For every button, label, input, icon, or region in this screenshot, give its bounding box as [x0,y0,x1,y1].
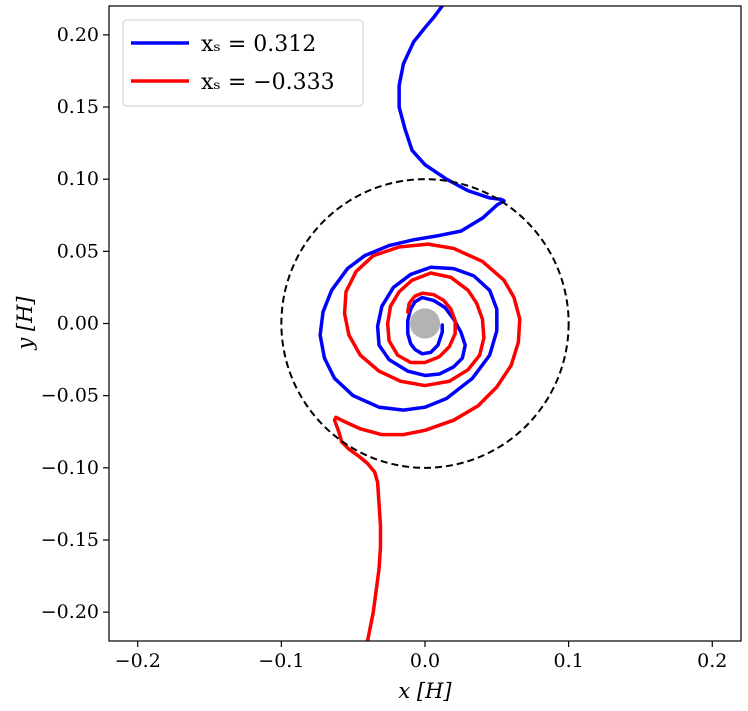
y-tick-label: −0.05 [41,385,99,407]
legend: xₛ = 0.312 xₛ = −0.333 [122,19,364,107]
y-axis: 0.20 0.15 0.10 0.05 0.00 −0.05 −0.10 −0.15 −0.20 [41,24,109,623]
plot-content [280,6,570,641]
reference-circle [280,178,570,469]
legend-label-2: xₛ = −0.333 [201,70,335,95]
y-tick-label: −0.10 [41,457,99,479]
y-tick-label: 0.15 [57,96,99,118]
x-tick-label: 0.2 [697,650,727,672]
x-tick-label: −0.1 [258,650,304,672]
y-tick-label: −0.20 [41,601,99,623]
x-tick-label: 0.1 [554,650,584,672]
y-axis-label: y [H] [13,296,37,351]
legend-label-1: xₛ = 0.312 [201,32,316,57]
x-tick-label: 0.0 [410,650,440,672]
central-body [409,308,441,339]
y-tick-label: 0.10 [57,168,99,190]
y-tick-label: 0.20 [57,24,99,46]
x-tick-label: −0.2 [115,650,161,672]
series-line-2 [332,242,522,641]
y-tick-label: 0.05 [57,240,99,262]
x-axis: −0.2 −0.1 0.0 0.1 0.2 [115,641,727,672]
y-tick-label: −0.15 [41,529,99,551]
x-axis-label: x [H] [398,679,452,703]
series-line-1 [318,6,506,412]
y-tick-label: 0.00 [57,313,99,335]
